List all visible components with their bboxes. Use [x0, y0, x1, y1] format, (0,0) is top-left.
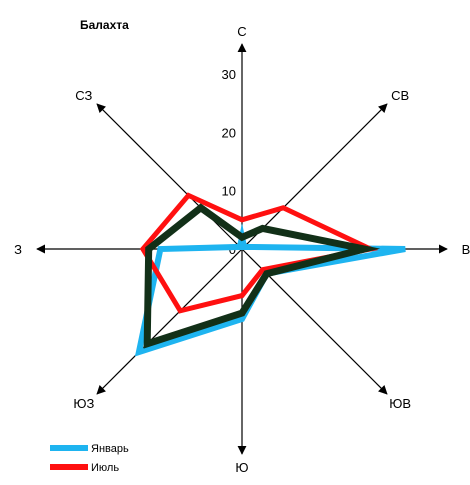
axis-northwest [96, 103, 243, 250]
axis-southwest [96, 248, 243, 395]
direction-label-northeast: СВ [391, 88, 409, 103]
radial-tick-10: 10 [222, 184, 236, 199]
direction-label-southeast: ЮВ [389, 396, 411, 411]
legend-label-january: Январь [91, 443, 129, 455]
direction-label-southwest: ЮЗ [73, 396, 94, 411]
series-january [134, 223, 406, 357]
chart-title: Балахта [80, 18, 129, 32]
radial-tick-20: 20 [222, 125, 236, 140]
direction-label-northwest: СЗ [75, 88, 92, 103]
direction-label-north: С [237, 24, 246, 39]
axis-northeast [241, 103, 388, 250]
direction-label-south: Ю [235, 460, 248, 475]
data-series [134, 192, 406, 357]
legend-label-july: Июль [91, 462, 119, 474]
series-year [143, 203, 381, 349]
direction-labels: С СВ В ЮВ Ю ЮЗ З СЗ [14, 24, 470, 475]
legend: Январь Июль [50, 443, 129, 474]
direction-label-west: З [14, 242, 22, 257]
radial-tick-30: 30 [222, 67, 236, 82]
direction-label-east: В [462, 242, 470, 257]
series-july [139, 192, 379, 314]
